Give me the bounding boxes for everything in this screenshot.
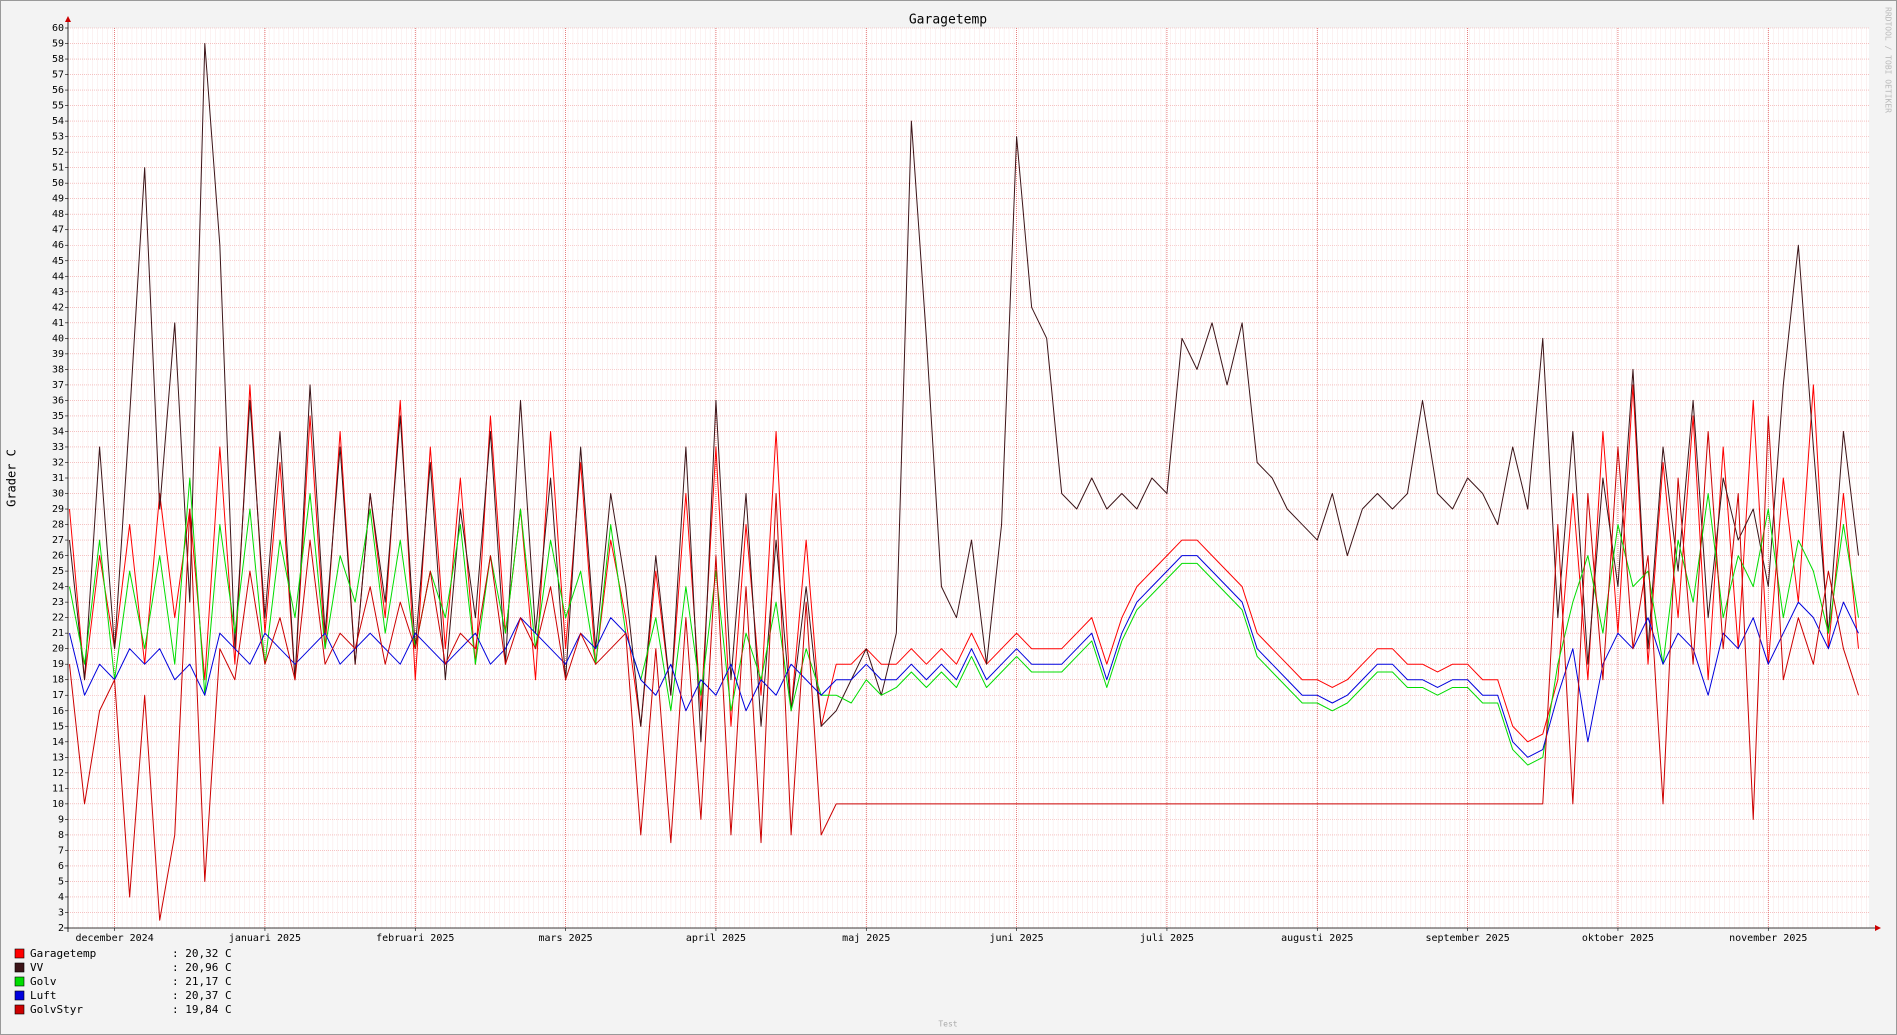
legend-swatch [14, 990, 25, 1001]
y-tick-label: 54 [52, 116, 64, 127]
x-tick-label: november 2025 [1729, 933, 1807, 944]
series-line [69, 555, 1859, 758]
y-tick-label: 39 [52, 349, 64, 360]
x-tick-label: maj 2025 [842, 933, 890, 944]
y-tick-label: 12 [52, 768, 64, 779]
y-tick-label: 41 [52, 318, 64, 329]
y-tick-label: 49 [52, 194, 64, 205]
x-tick-label: december 2024 [75, 933, 153, 944]
x-tick-label: oktober 2025 [1582, 933, 1654, 944]
y-tick-label: 44 [52, 271, 64, 282]
y-tick-label: 30 [52, 489, 64, 500]
x-tick-label: augusti 2025 [1281, 933, 1353, 944]
y-tick-label: 16 [52, 706, 64, 717]
y-tick-label: 8 [58, 830, 64, 841]
y-tick-label: 59 [52, 39, 64, 50]
y-axis-arrow [65, 16, 71, 22]
y-tick-label: 10 [52, 799, 64, 810]
legend-label: Golv [30, 975, 57, 988]
legend-swatch [14, 948, 25, 959]
y-tick-label: 17 [52, 690, 64, 701]
series-line [69, 415, 1859, 921]
x-tick-label: juni 2025 [990, 933, 1044, 944]
y-tick-label: 11 [52, 783, 64, 794]
y-tick-label: 50 [52, 178, 64, 189]
legend-swatch [14, 1004, 25, 1015]
y-tick-label: 23 [52, 597, 64, 608]
y-tick-label: 51 [52, 163, 64, 174]
y-tick-label: 36 [52, 395, 64, 406]
y-tick-label: 56 [52, 85, 64, 96]
legend-label: VV [30, 961, 44, 974]
legend-value: : 20,96 C [172, 961, 232, 974]
y-tick-label: 14 [52, 737, 64, 748]
legend-value: : 20,32 C [172, 947, 232, 960]
y-tick-label: 58 [52, 54, 64, 65]
y-tick-label: 4 [58, 892, 64, 903]
y-tick-label: 7 [58, 845, 64, 856]
y-tick-label: 35 [52, 411, 64, 422]
y-tick-label: 57 [52, 70, 64, 81]
y-tick-label: 26 [52, 551, 64, 562]
y-tick-label: 15 [52, 721, 64, 732]
y-tick-label: 40 [52, 333, 64, 344]
y-axis-label: Grader C [5, 449, 19, 507]
y-tick-label: 3 [58, 907, 64, 918]
y-tick-label: 55 [52, 101, 64, 112]
legend-swatch [14, 962, 25, 973]
legend-value: : 19,84 C [172, 1003, 232, 1016]
y-tick-label: 37 [52, 380, 64, 391]
y-tick-label: 2 [58, 923, 64, 934]
chart-title: Garagetemp [909, 13, 987, 28]
legend-value: : 20,37 C [172, 989, 232, 1002]
y-tick-label: 42 [52, 302, 64, 313]
legend-swatch [14, 976, 25, 987]
watermark: RRDTOOL / TOBI OETIKER [1884, 7, 1893, 113]
y-tick-label: 24 [52, 582, 64, 593]
y-tick-label: 33 [52, 442, 64, 453]
y-tick-label: 31 [52, 473, 64, 484]
y-tick-label: 13 [52, 752, 64, 763]
legend-label: Garagetemp [30, 947, 96, 960]
y-tick-label: 48 [52, 209, 64, 220]
y-tick-label: 21 [52, 628, 64, 639]
y-tick-label: 32 [52, 457, 64, 468]
y-tick-label: 5 [58, 876, 64, 887]
y-tick-label: 28 [52, 520, 64, 531]
y-tick-label: 60 [52, 23, 64, 34]
series-line [69, 477, 1859, 766]
y-tick-label: 47 [52, 225, 64, 236]
y-tick-label: 20 [52, 644, 64, 655]
y-tick-label: 9 [58, 814, 64, 825]
y-tick-label: 6 [58, 861, 64, 872]
x-axis-arrow [1875, 925, 1881, 931]
x-tick-label: februari 2025 [376, 933, 454, 944]
y-tick-label: 38 [52, 364, 64, 375]
legend-label: GolvStyr [30, 1003, 83, 1016]
x-tick-label: september 2025 [1425, 933, 1509, 944]
y-tick-label: 52 [52, 147, 64, 158]
y-tick-label: 43 [52, 287, 64, 298]
y-tick-label: 46 [52, 240, 64, 251]
y-tick-label: 34 [52, 426, 64, 437]
y-tick-label: 53 [52, 132, 64, 143]
y-tick-label: 45 [52, 256, 64, 267]
legend-value: : 21,17 C [172, 975, 232, 988]
x-tick-label: juli 2025 [1140, 933, 1194, 944]
y-tick-label: 29 [52, 504, 64, 515]
y-tick-label: 22 [52, 613, 64, 624]
y-tick-label: 27 [52, 535, 64, 546]
x-tick-label: april 2025 [686, 933, 746, 944]
x-tick-label: januari 2025 [229, 933, 301, 944]
legend-label: Luft [30, 989, 57, 1002]
x-tick-label: mars 2025 [539, 933, 593, 944]
y-tick-label: 25 [52, 566, 64, 577]
y-tick-label: 19 [52, 659, 64, 670]
y-tick-label: 18 [52, 675, 64, 686]
footer: Test [938, 1020, 957, 1029]
